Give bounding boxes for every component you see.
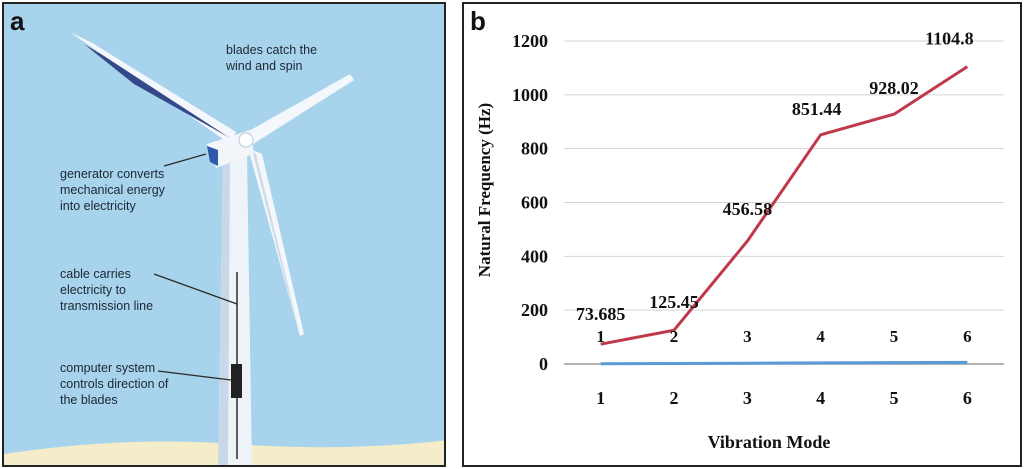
gridlines [564,40,1004,365]
y-tick-label: 400 [521,246,548,266]
generator-callout-line: mechanical energy [60,183,165,197]
x-tick-label: 2 [670,388,679,408]
computer-callout-line: the blades [60,393,118,407]
frequency-chart-panel: 0 200 400 600 800 1000 1200 1 2 3 4 5 6 1 2 3 4 5 6 73.68… [462,2,1022,467]
frequency-line-chart: 0 200 400 600 800 1000 1200 1 2 3 4 5 6 1 2 3 4 5 6 73.68… [475,29,1004,452]
data-label-mode-index: 2 [670,327,679,346]
cable-callout-line: transmission line [60,299,154,313]
generator-callout: generator converts mechanical energy int… [60,166,165,214]
data-label-mode-index: 4 [816,327,825,346]
generator-callout-line: into electricity [60,199,136,213]
computer-box [231,364,242,398]
series-line-mode-index [600,360,968,366]
data-label-natural-frequency: 456.58 [723,199,773,219]
y-tick-label: 200 [521,300,548,320]
y-tick-label: 1200 [512,31,548,51]
blade-down-shade [252,150,300,334]
y-tick-label: 600 [521,193,548,213]
x-tick-label: 1 [596,388,605,408]
generator-leader [163,153,207,167]
hub [238,132,254,148]
y-tick-label: 1000 [512,85,548,105]
wind-turbine-illustration [4,32,444,465]
blade-left-shadow [84,44,230,138]
data-label-natural-frequency: 73.685 [576,304,626,324]
cable-leader [153,273,238,305]
computer-leader [157,370,232,381]
blades-callout: blades catch the wind and spin [226,42,317,74]
data-label-natural-frequency: 851.44 [792,99,842,119]
x-tick-label: 3 [743,388,752,408]
cable-callout: cable carries electricity to transmissio… [60,266,153,314]
x-axis-title: Vibration Mode [708,432,831,452]
y-tick-label: 0 [539,354,548,374]
nacelle-front [207,146,218,166]
data-label-natural-frequency: 928.02 [869,78,919,98]
x-tick-label: 4 [816,388,825,408]
x-tick-label: 6 [963,388,972,408]
computer-callout-line: computer system [60,361,156,375]
blades-callout-line: blades catch the [226,43,318,57]
data-label-mode-index: 1 [596,327,605,346]
panel-b-label: b [470,6,486,36]
y-axis-title: Natural Frequency (Hz) [475,103,494,277]
y-axis-ticks: 0 200 400 600 800 1000 1200 [512,31,548,374]
generator-callout-line: generator converts [60,167,165,181]
x-tick-label: 5 [890,388,899,408]
wind-turbine-panel: a blades catch the wind and spin generat… [2,2,446,467]
data-label-mode-index: 6 [963,327,972,346]
cable-callout-line: cable carries [60,267,131,281]
y-tick-label: 800 [521,139,548,159]
data-labels: 1 2 3 4 5 6 73.685 125.45 456.58 851.44 928.02 1104… [576,29,974,346]
computer-callout: computer system controls direction of th… [60,360,168,408]
cable-callout-line: electricity to [60,283,126,297]
computer-callout-line: controls direction of [60,377,169,391]
series-lines [600,65,969,366]
tower-shade [218,154,230,465]
blade-right [240,74,354,146]
data-label-mode-index: 3 [743,327,752,346]
data-label-mode-index: 5 [890,327,899,346]
series-line-natural-frequency [600,65,969,346]
panel-a-label: a [10,6,25,36]
data-label-natural-frequency: 1104.8 [925,29,974,49]
data-label-natural-frequency: 125.45 [649,292,699,312]
blades-callout-line: wind and spin [226,59,303,73]
x-axis-ticks: 1 2 3 4 5 6 [596,388,972,408]
